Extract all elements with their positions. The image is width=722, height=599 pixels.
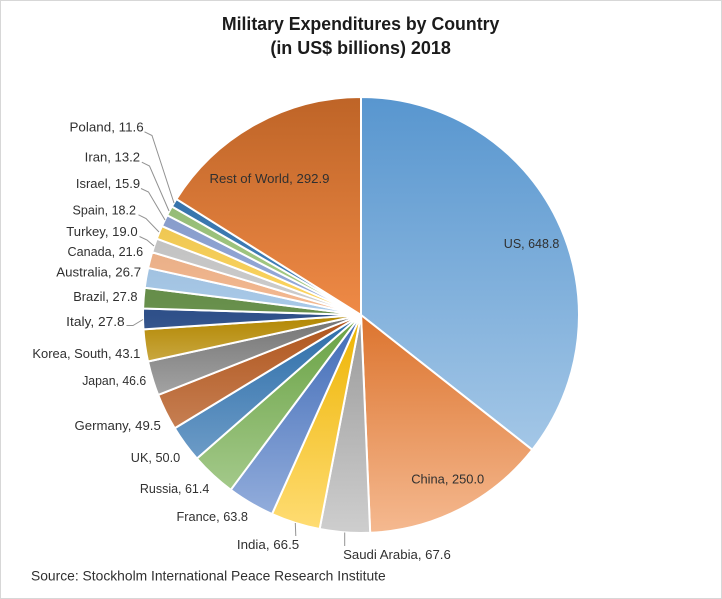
svg-text:Russia, 61.4: Russia, 61.4 bbox=[140, 481, 209, 496]
svg-text:France, 63.8: France, 63.8 bbox=[177, 509, 249, 524]
svg-text:Rest of World, 292.9: Rest of World, 292.9 bbox=[210, 171, 330, 186]
svg-text:Israel, 15.9: Israel, 15.9 bbox=[76, 176, 140, 191]
svg-text:India, 66.5: India, 66.5 bbox=[237, 537, 299, 552]
svg-text:Italy, 27.8: Italy, 27.8 bbox=[66, 314, 125, 329]
svg-text:Spain, 18.2: Spain, 18.2 bbox=[73, 202, 137, 217]
svg-text:Iran, 13.2: Iran, 13.2 bbox=[85, 150, 140, 165]
svg-text:Korea, South, 43.1: Korea, South, 43.1 bbox=[32, 346, 140, 361]
svg-text:Canada, 21.6: Canada, 21.6 bbox=[68, 244, 144, 259]
svg-text:Poland, 11.6: Poland, 11.6 bbox=[70, 119, 144, 134]
svg-text:Brazil, 27.8: Brazil, 27.8 bbox=[73, 289, 137, 304]
svg-text:Source: Stockholm Internationa: Source: Stockholm International Peace Re… bbox=[31, 568, 386, 584]
svg-text:UK, 50.0: UK, 50.0 bbox=[131, 450, 180, 465]
svg-text:Military Expenditures by Count: Military Expenditures by Country bbox=[222, 14, 500, 34]
svg-text:Japan, 46.6: Japan, 46.6 bbox=[82, 373, 146, 388]
svg-text:Saudi Arabia, 67.6: Saudi Arabia, 67.6 bbox=[343, 547, 451, 562]
svg-text:China, 250.0: China, 250.0 bbox=[411, 471, 484, 486]
svg-text:Australia, 26.7: Australia, 26.7 bbox=[56, 265, 141, 280]
svg-text:Germany, 49.5: Germany, 49.5 bbox=[75, 418, 161, 433]
svg-text:US, 648.8: US, 648.8 bbox=[504, 236, 560, 251]
svg-text:Turkey, 19.0: Turkey, 19.0 bbox=[66, 224, 137, 239]
svg-text:(in US$ billions) 2018: (in US$ billions) 2018 bbox=[270, 38, 451, 58]
